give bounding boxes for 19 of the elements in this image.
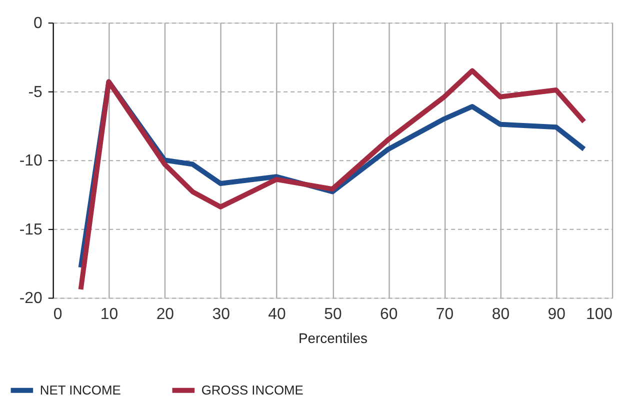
legend-label: GROSS INCOME bbox=[201, 382, 304, 398]
x-tick-label: 20 bbox=[156, 306, 174, 324]
y-tick-label: -5 bbox=[28, 84, 42, 101]
x-axis-title: Percentiles bbox=[298, 330, 368, 346]
x-tick-label: 90 bbox=[548, 306, 566, 324]
x-tick-label: 30 bbox=[212, 306, 230, 324]
x-tick-label: 100 bbox=[586, 306, 613, 324]
y-tick-label: -15 bbox=[19, 221, 42, 238]
x-tick-label: 40 bbox=[268, 306, 286, 324]
x-tick-label: 10 bbox=[100, 306, 118, 324]
x-tick-label: 50 bbox=[324, 306, 342, 324]
y-tick-label: -20 bbox=[19, 290, 42, 308]
x-tick-label: 60 bbox=[380, 306, 398, 324]
legend-label: NET INCOME bbox=[40, 382, 122, 398]
x-tick-label: 70 bbox=[436, 306, 454, 324]
y-tick-label: 0 bbox=[33, 15, 42, 32]
y-tick-label: -10 bbox=[19, 152, 42, 170]
x-tick-label: 80 bbox=[492, 306, 510, 324]
x-tick-label: 0 bbox=[53, 306, 62, 324]
